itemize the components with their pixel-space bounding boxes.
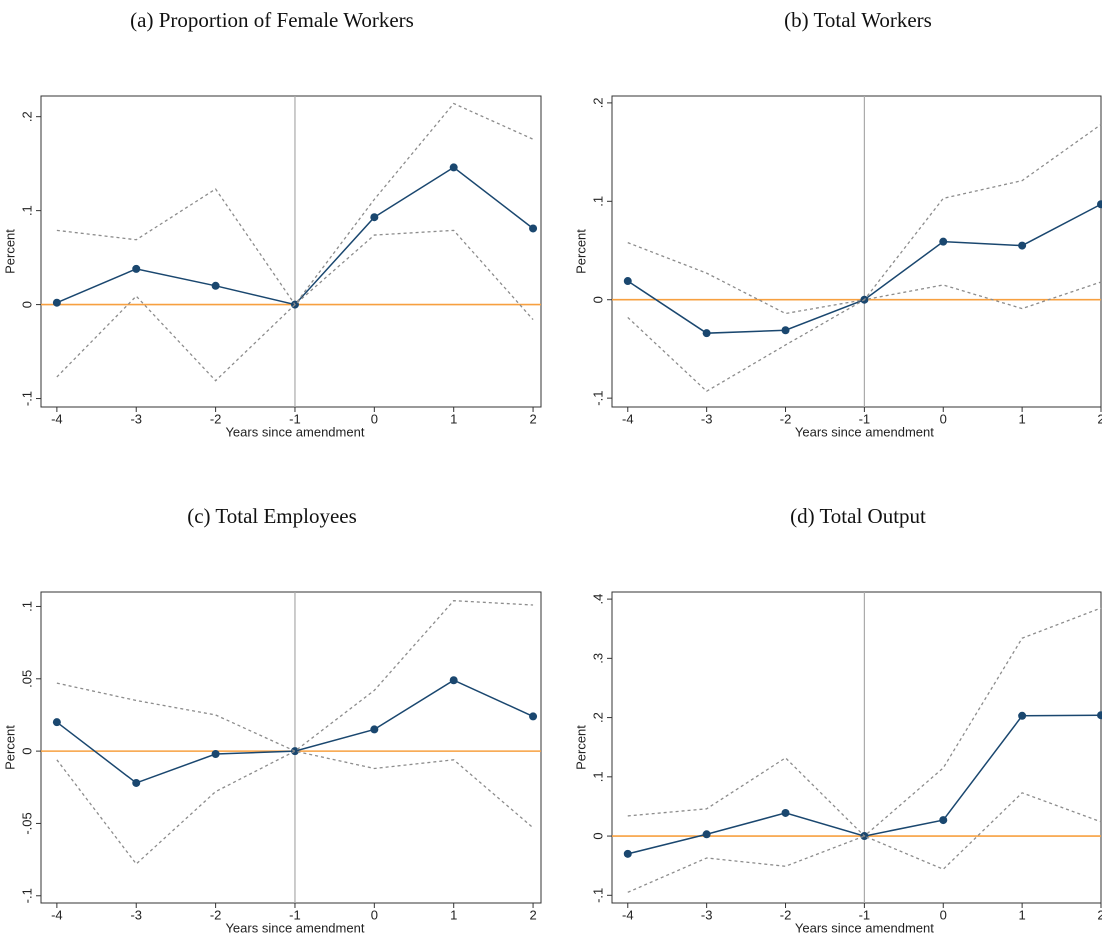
- point: [1097, 200, 1102, 209]
- point: [623, 849, 632, 858]
- y-tick-label: .2: [590, 97, 605, 108]
- y-axis-label: Percent: [2, 229, 17, 274]
- y-tick-label: .1: [19, 601, 34, 612]
- x-tick-label: -1: [289, 907, 301, 922]
- plot-frame: [40, 591, 542, 904]
- point: [370, 725, 379, 734]
- x-tick-label: 1: [1019, 411, 1026, 426]
- ci-line: [627, 792, 1102, 893]
- point: [529, 224, 538, 233]
- point: [52, 298, 61, 307]
- point: [623, 277, 632, 286]
- point: [132, 264, 141, 273]
- x-axis-label: Years since amendment: [225, 424, 364, 439]
- ci-line: [627, 607, 1102, 837]
- point: [211, 750, 220, 759]
- y-tick-label: .2: [590, 712, 605, 723]
- x-tick-label: 2: [1097, 907, 1102, 922]
- point: [449, 676, 458, 685]
- x-tick-label: 1: [1019, 907, 1026, 922]
- panel-title: (d) Total Output: [790, 504, 926, 528]
- x-tick-label: 2: [529, 907, 536, 922]
- point: [211, 281, 220, 290]
- point: [1018, 711, 1027, 720]
- y-tick-label: -.1: [590, 391, 605, 406]
- ci-line: [627, 281, 1102, 393]
- y-tick-label: -.05: [19, 812, 34, 834]
- y-tick-label: 0: [19, 747, 34, 754]
- y-tick-label: .2: [19, 111, 34, 122]
- point: [939, 237, 948, 246]
- point: [290, 747, 299, 756]
- ci-line: [56, 600, 534, 752]
- point: [781, 326, 790, 335]
- x-tick-label: -4: [622, 411, 634, 426]
- x-tick-label: -4: [51, 411, 63, 426]
- y-tick-label: 0: [19, 301, 34, 308]
- x-tick-label: 0: [371, 907, 378, 922]
- ci-line: [56, 229, 534, 382]
- point: [702, 329, 711, 338]
- y-tick-label: .1: [19, 205, 34, 216]
- y-tick-label: .1: [590, 196, 605, 207]
- x-axis-label: Years since amendment: [795, 424, 934, 439]
- x-tick-label: -3: [130, 907, 142, 922]
- x-tick-label: -2: [210, 907, 222, 922]
- point: [1097, 711, 1102, 720]
- panel-title: (c) Total Employees: [187, 504, 357, 528]
- x-tick-label: -4: [622, 907, 634, 922]
- x-tick-label: -1: [289, 411, 301, 426]
- x-tick-label: 1: [450, 411, 457, 426]
- point: [781, 808, 790, 817]
- x-axis-label: Years since amendment: [795, 920, 934, 935]
- y-tick-label: .3: [590, 653, 605, 664]
- panel-title: (b) Total Workers: [784, 8, 932, 32]
- point: [370, 213, 379, 222]
- x-tick-label: -2: [780, 907, 792, 922]
- point: [702, 830, 711, 839]
- x-tick-label: 2: [1097, 411, 1102, 426]
- y-tick-label: -.1: [19, 888, 34, 903]
- x-tick-label: 0: [940, 907, 947, 922]
- x-tick-label: -2: [780, 411, 792, 426]
- plot-frame: [611, 95, 1102, 408]
- x-tick-label: 0: [940, 411, 947, 426]
- ci-line: [56, 750, 534, 865]
- point: [132, 778, 141, 787]
- y-tick-label: .4: [590, 594, 605, 605]
- x-tick-label: -2: [210, 411, 222, 426]
- x-tick-label: 0: [371, 411, 378, 426]
- y-tick-label: -.1: [19, 391, 34, 406]
- y-axis-label: Percent: [573, 229, 588, 274]
- x-tick-label: -4: [51, 907, 63, 922]
- x-tick-label: 1: [450, 907, 457, 922]
- point: [529, 712, 538, 721]
- y-tick-label: -.1: [590, 888, 605, 903]
- point: [939, 816, 948, 825]
- x-axis-label: Years since amendment: [225, 920, 364, 935]
- plot-frame: [611, 591, 1102, 904]
- y-tick-label: .05: [19, 670, 34, 688]
- panel-title: (a) Proportion of Female Workers: [130, 8, 414, 32]
- y-axis-label: Percent: [573, 725, 588, 770]
- x-tick-label: -3: [701, 907, 713, 922]
- point: [1018, 241, 1027, 250]
- y-tick-label: 0: [590, 832, 605, 839]
- x-tick-label: -3: [701, 411, 713, 426]
- y-axis-label: Percent: [2, 725, 17, 770]
- x-tick-label: -1: [859, 411, 871, 426]
- y-tick-label: .1: [590, 771, 605, 782]
- plot-frame: [40, 95, 542, 408]
- y-tick-label: 0: [590, 296, 605, 303]
- point: [449, 163, 458, 172]
- ci-line: [56, 102, 534, 306]
- point: [52, 718, 61, 727]
- x-tick-label: 2: [529, 411, 536, 426]
- x-tick-label: -1: [859, 907, 871, 922]
- x-tick-label: -3: [130, 411, 142, 426]
